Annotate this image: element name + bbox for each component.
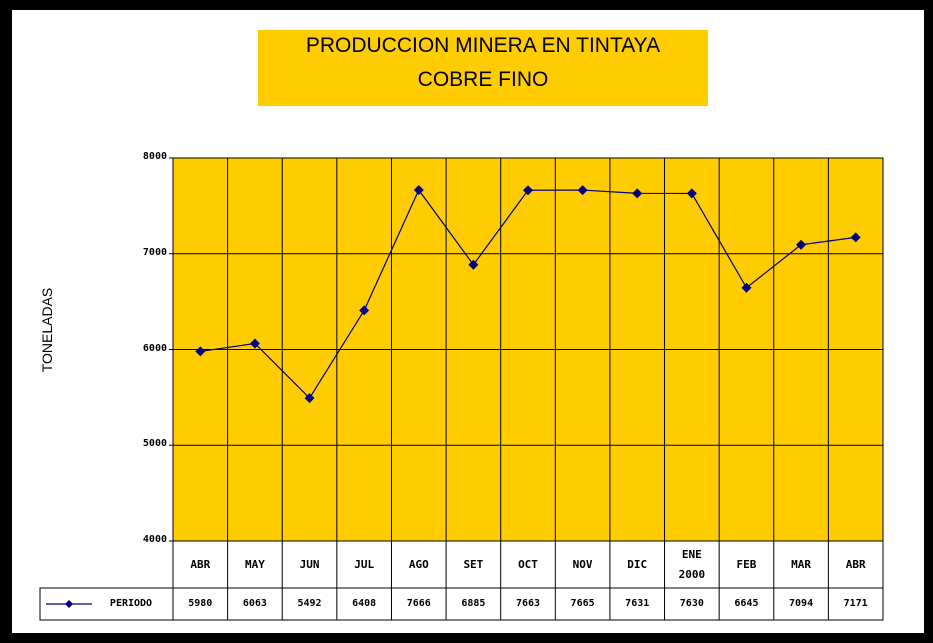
table-value: 7094 (789, 598, 814, 609)
x-category-label: JUL (354, 557, 375, 571)
table-value: 7665 (570, 598, 595, 609)
y-tick-label: 6000 (142, 342, 167, 354)
x-category-label: OCT (518, 557, 538, 571)
x-category-label: MAR (791, 557, 811, 571)
x-category-label: AGO (408, 557, 429, 571)
table-value: 6063 (242, 598, 267, 609)
table-value: 6645 (734, 598, 759, 609)
table-value: 7631 (625, 598, 650, 609)
table-value: 6885 (461, 598, 486, 609)
table-value: 6408 (352, 598, 377, 609)
table-value: 5492 (297, 598, 322, 609)
data-point (359, 305, 370, 316)
data-point (577, 185, 588, 196)
y-tick-label: 4000 (142, 534, 167, 545)
x-category-label: FEB (736, 557, 757, 571)
data-point (468, 259, 479, 270)
x-category-label: ABR (845, 557, 866, 571)
data-point (413, 184, 424, 195)
chart-subtitle: COBRE FINO (417, 68, 549, 91)
legend-label: PERIODO (109, 598, 153, 609)
data-table (172, 540, 884, 621)
title-box (258, 30, 708, 106)
y-tick-label: 7000 (142, 246, 167, 258)
data-point (741, 282, 752, 293)
x-category-label: SET (463, 557, 484, 571)
legend-marker (65, 600, 73, 608)
data-point (850, 232, 861, 243)
y-tick-label: 5000 (142, 438, 167, 450)
data-point (632, 188, 643, 199)
y-axis-label: TONELADAS (39, 287, 55, 373)
data-point (523, 185, 533, 196)
table-value: 7666 (406, 598, 431, 609)
table-value: 7663 (515, 598, 541, 609)
x-category-label: ENE 2000 (678, 547, 706, 581)
x-category-label: DIC (627, 557, 648, 571)
x-category-label: NOV (572, 557, 593, 571)
chart-title: PRODUCCION MINERA EN TINTAYA (305, 34, 661, 57)
x-category-label: JUN (299, 557, 320, 571)
y-tick-label: 8000 (142, 151, 167, 162)
data-point (195, 346, 206, 357)
data-point (249, 338, 260, 349)
data-point (796, 239, 807, 250)
x-category-label: MAY (244, 557, 265, 571)
table-value: 7630 (679, 598, 704, 609)
data-point (304, 393, 315, 404)
x-category-label: ABR (190, 557, 211, 571)
table-value: 5980 (188, 598, 213, 609)
data-point (686, 188, 697, 199)
table-value: 7171 (843, 598, 868, 609)
